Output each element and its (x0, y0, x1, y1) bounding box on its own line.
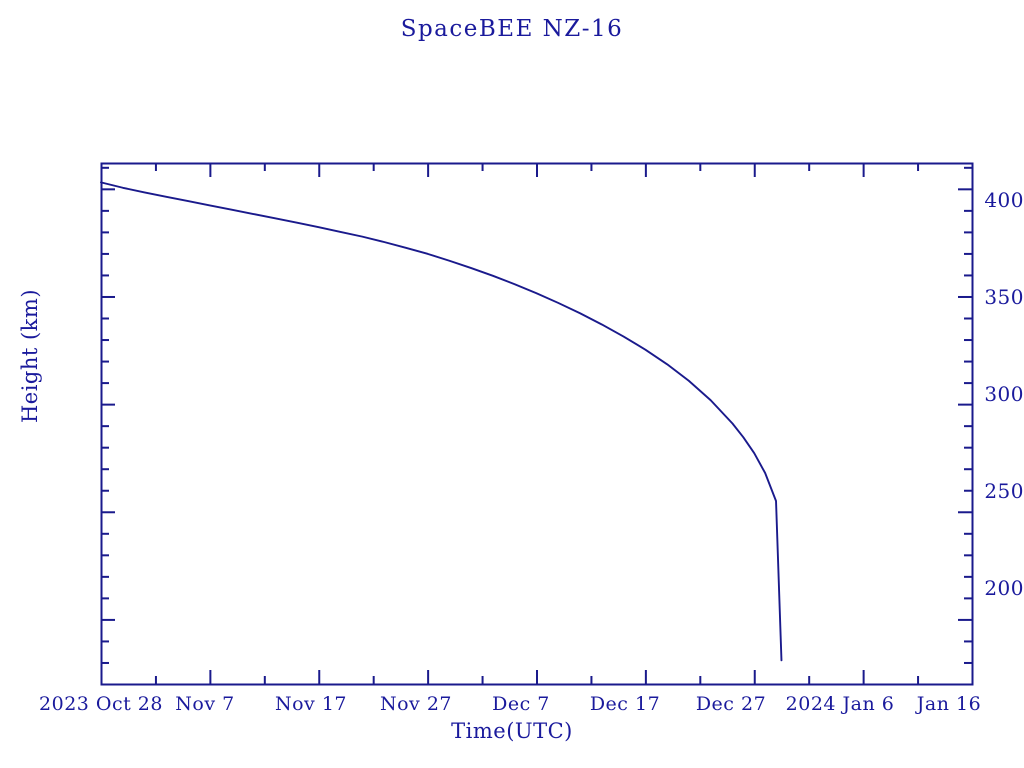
x-tick-label-8: Jan 16 (916, 693, 982, 715)
y-tick-label-300: 300 (984, 382, 1024, 406)
axis-ticks (100, 163, 974, 684)
height-decay-line (100, 181, 783, 662)
x-axis-label: Time(UTC) (451, 719, 573, 743)
x-tick-label-2: Nov 17 (274, 693, 347, 715)
x-tick-label-0: 2023 Oct 28 (39, 693, 163, 715)
x-tick-label-3: Nov 27 (379, 693, 452, 715)
x-tick-label-4: Dec 7 (492, 693, 550, 715)
x-tick-label-1: Nov 7 (175, 693, 235, 715)
x-tick-label-6: Dec 27 (695, 693, 767, 715)
chart-title: SpaceBEE NZ-16 (400, 16, 624, 42)
x-tick-label-7: 2024 Jan 6 (785, 693, 895, 715)
y-tick-label-200: 200 (984, 576, 1024, 600)
y-tick-label-250: 250 (984, 479, 1024, 503)
y-tick-label-350: 350 (984, 285, 1024, 309)
x-tick-label-5: Dec 17 (589, 693, 661, 715)
y-tick-label-400: 400 (984, 188, 1024, 212)
plot-frame (100, 162, 974, 686)
